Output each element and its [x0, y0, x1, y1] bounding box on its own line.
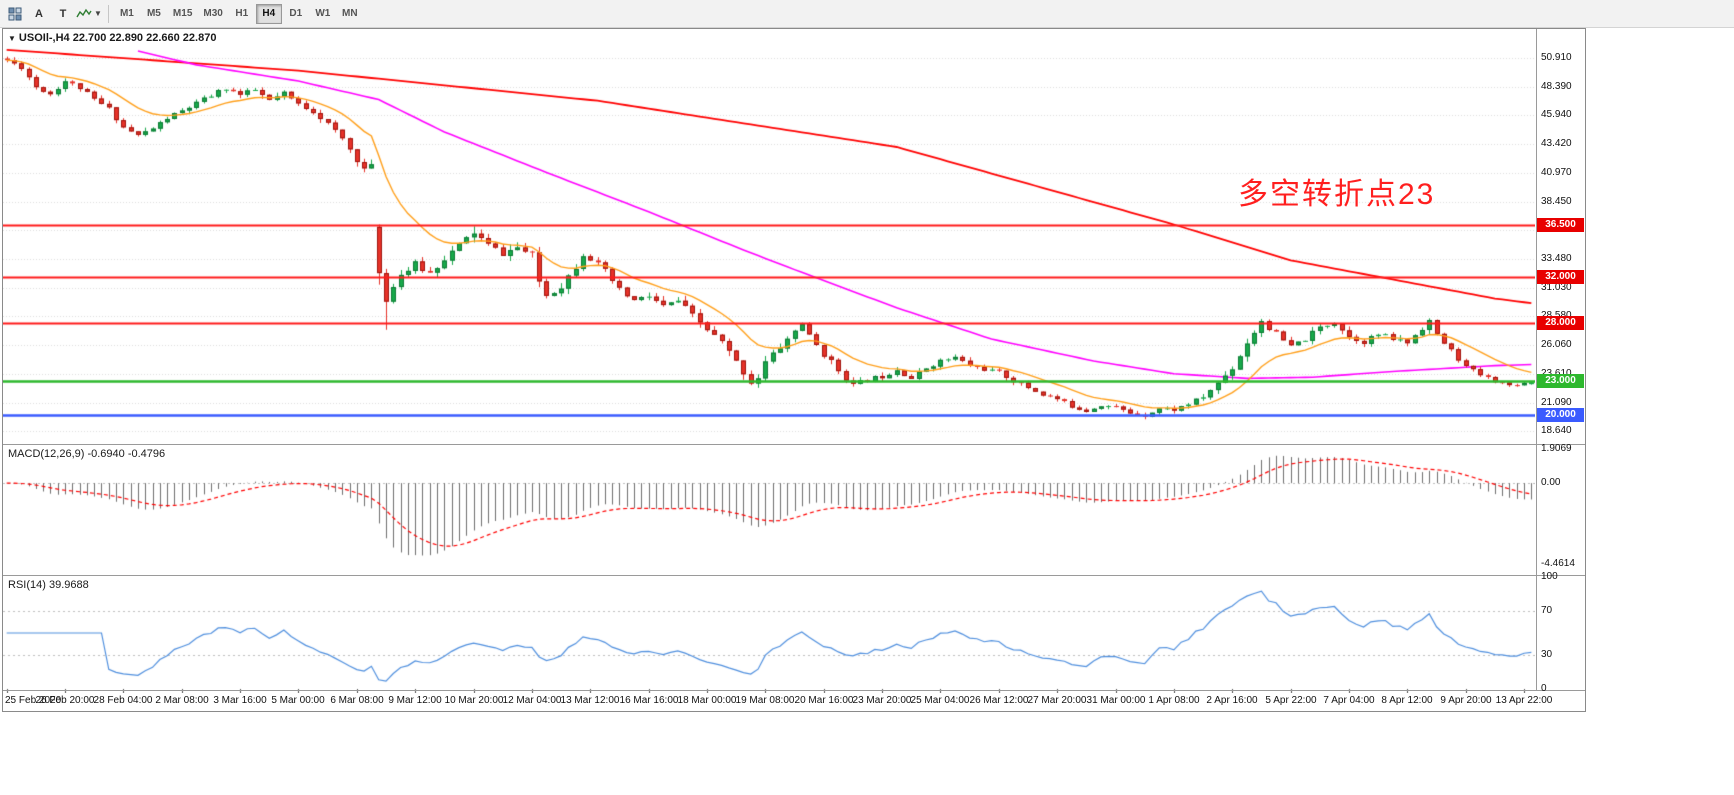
macd-panel-label: MACD(12,26,9) -0.6940 -0.4796	[8, 448, 166, 460]
cursor-a-button[interactable]: A	[27, 3, 51, 25]
chart-annotation-text: 多空转折点23	[1238, 178, 1436, 211]
time-label: 28 Feb 04:00	[93, 695, 153, 706]
price-tick-label: 38.450	[1541, 196, 1572, 207]
time-axis-line	[3, 690, 1585, 691]
time-label: 18 Mar 00:00	[677, 695, 737, 706]
price-tick-label: 28.580	[1541, 310, 1572, 321]
price-axis-separator	[1536, 29, 1537, 691]
time-label: 2 Apr 16:00	[1206, 695, 1258, 706]
price-tick-label: 48.390	[1541, 81, 1572, 92]
price-tag-20.000: 20.000	[1537, 408, 1584, 422]
macd-axis-label: 0.00	[1541, 477, 1561, 488]
time-label: 6 Mar 08:00	[330, 695, 384, 706]
price-tick-label: 43.420	[1541, 138, 1572, 149]
time-label: 7 Apr 04:00	[1323, 695, 1375, 706]
timeframe-m5-button[interactable]: M5	[141, 4, 167, 24]
price-tick-label: 31.030	[1541, 282, 1572, 293]
time-label: 13 Mar 12:00	[560, 695, 620, 706]
time-axis: 25 Feb 2020 26 Feb 20:00 28 Feb 04:00 2 Mar…	[3, 694, 1563, 710]
time-label: 19 Mar 08:00	[735, 695, 795, 706]
one-click-trading-icon[interactable]: ▼	[8, 34, 16, 43]
panel-separator-rsi[interactable]	[3, 575, 1585, 576]
time-label: 12 Mar 04:00	[502, 695, 562, 706]
panel-separator-macd[interactable]	[3, 444, 1585, 445]
time-label: 31 Mar 00:00	[1086, 695, 1146, 706]
rsi-axis-label: 70	[1541, 605, 1553, 616]
chart-title: ▼ USOIl-,H4 22.700 22.890 22.660 22.870	[8, 32, 216, 44]
text-tool-label: T	[59, 7, 67, 20]
tick-chart-icon	[76, 8, 92, 17]
time-label: 25 Feb 2020	[5, 695, 62, 706]
timeframe-m30-button[interactable]: M30	[198, 4, 227, 24]
timeframe-mn-button[interactable]: MN	[337, 4, 363, 24]
price-tag-32.000: 32.000	[1537, 270, 1584, 284]
price-tick-label: 33.480	[1541, 253, 1572, 264]
toolbar-separator	[107, 4, 109, 23]
price-tick-label: 45.940	[1541, 109, 1572, 120]
price-axis: 50.91048.39045.94043.42040.97038.45036.0…	[1537, 29, 1587, 694]
chart-canvas[interactable]	[3, 29, 1535, 693]
time-label: 26 Mar 12:00	[969, 695, 1029, 706]
price-tick-label: 18.640	[1541, 425, 1572, 436]
timeframe-h4-button[interactable]: H4	[255, 3, 282, 24]
timeframe-m1-button[interactable]: M1	[114, 4, 140, 24]
tick-chart-button[interactable]: ▼	[75, 3, 103, 25]
timeframe-group: M1 M5 M15 M30 H1 H4 D1 W1 MN	[114, 3, 363, 24]
cursor-a-label: A	[35, 7, 43, 20]
time-label: 9 Apr 20:00	[1440, 695, 1492, 706]
price-tag-28.000: 28.000	[1537, 316, 1584, 330]
rsi-axis-label: 0	[1541, 683, 1547, 694]
time-label: 2 Mar 08:00	[155, 695, 209, 706]
price-tag-36.500: 36.500	[1537, 218, 1584, 232]
timeframe-h1-button[interactable]: H1	[229, 4, 255, 24]
dropdown-caret-icon: ▼	[94, 9, 102, 18]
timeframe-m15-button[interactable]: M15	[168, 4, 197, 24]
price-tag-23.000: 23.000	[1537, 374, 1584, 388]
time-label: 27 Mar 20:00	[1027, 695, 1087, 706]
time-label: 3 Mar 16:00	[213, 695, 267, 706]
rsi-axis-label: 30	[1541, 649, 1553, 660]
time-label: 13 Apr 22:00	[1495, 695, 1553, 706]
new-chart-grid-button[interactable]	[3, 3, 27, 25]
chart-window: ▼ USOIl-,H4 22.700 22.890 22.660 22.870 M…	[2, 28, 1586, 712]
text-tool-button[interactable]: T	[51, 3, 75, 25]
rsi-panel-label: RSI(14) 39.9688	[8, 579, 89, 591]
time-label: 26 Feb 20:00	[35, 695, 95, 706]
time-label: 10 Mar 20:00	[444, 695, 504, 706]
time-label: 8 Apr 12:00	[1381, 695, 1433, 706]
toolbar: A T ▼ M1 M5 M15 M30 H1 H4 D1 W1 MN	[0, 0, 1734, 28]
price-tick-label: 50.910	[1541, 52, 1572, 63]
time-label: 25 Mar 04:00	[910, 695, 970, 706]
symbol-ohlc-label: USOIl-,H4 22.700 22.890 22.660 22.870	[18, 32, 217, 44]
time-label: 20 Mar 16:00	[794, 695, 854, 706]
price-tick-label: 40.970	[1541, 167, 1572, 178]
time-label: 1 Apr 08:00	[1148, 695, 1200, 706]
timeframe-d1-button[interactable]: D1	[283, 4, 309, 24]
price-tick-label: 21.090	[1541, 397, 1572, 408]
time-label: 16 Mar 16:00	[619, 695, 679, 706]
time-label: 5 Apr 22:00	[1265, 695, 1317, 706]
grid-icon	[8, 7, 22, 20]
time-label: 5 Mar 00:00	[271, 695, 325, 706]
macd-axis-label: 1.9069	[1541, 443, 1572, 454]
time-label: 9 Mar 12:00	[388, 695, 442, 706]
price-tick-label: 26.060	[1541, 339, 1572, 350]
time-label: 23 Mar 20:00	[852, 695, 912, 706]
macd-axis-label: -4.4614	[1541, 558, 1575, 569]
timeframe-w1-button[interactable]: W1	[310, 4, 336, 24]
rsi-axis-label: 100	[1541, 571, 1558, 582]
price-tick-label: 23.610	[1541, 368, 1572, 379]
